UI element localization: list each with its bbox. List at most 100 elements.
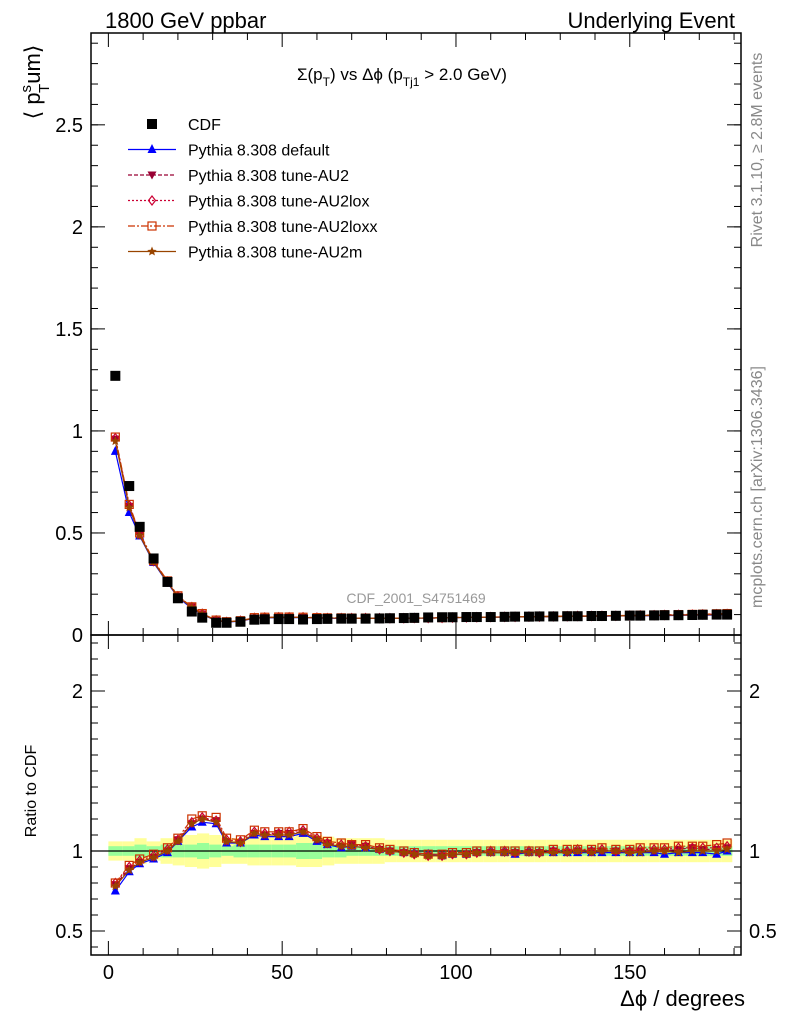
data-point-cdf [711, 609, 722, 620]
ratio-series-marker-4 [322, 839, 333, 849]
data-point-cdf [510, 611, 521, 622]
ratio-series-marker-2 [187, 816, 197, 828]
data-point-cdf [384, 613, 395, 624]
data-point-cdf [687, 610, 698, 621]
ratio-series-marker-4 [211, 817, 221, 827]
ratio-series-marker-4 [336, 841, 347, 851]
main-chart-title: Σ(pT) vs Δϕ (pTj1 > 2.0 GeV) [297, 65, 507, 89]
legend-marker-1 [147, 171, 157, 180]
ratio-series-marker-4 [110, 881, 121, 891]
legend-label-2: Pythia 8.308 tune-AU2lox [188, 194, 369, 211]
data-point-cdf [284, 614, 295, 625]
main-series-marker-4 [110, 436, 121, 446]
data-point-cdf [548, 611, 559, 622]
data-point-cdf [148, 553, 159, 564]
data-point-cdf [374, 613, 385, 624]
ratio-series-marker-4 [472, 847, 482, 857]
data-point-cdf [586, 611, 597, 622]
main-y-tick-label: 0.5 [55, 523, 83, 545]
ratio-series-marker-4 [649, 846, 659, 856]
svg-text:⟨ psTum⟩: ⟨ psTum⟩ [18, 45, 53, 120]
data-point-cdf [311, 614, 322, 625]
ratio-border [90, 634, 742, 956]
data-point-cdf [471, 612, 482, 623]
data-point-cdf [298, 614, 309, 625]
main-y-tick-label: 0 [72, 625, 83, 647]
main-y-tick-label: 2 [72, 217, 83, 239]
ratio-series-marker-2 [197, 811, 207, 823]
data-point-cdf [523, 611, 534, 622]
data-point-cdf [221, 617, 232, 628]
main-y-tick-label: 2.5 [55, 115, 83, 137]
data-point-cdf [659, 610, 670, 621]
ratio-series-marker-4 [235, 838, 246, 848]
data-point-cdf [197, 612, 208, 623]
ratio-series-marker-4 [698, 846, 708, 856]
legend-label-3: Pythia 8.308 tune-AU2loxx [188, 219, 377, 236]
data-point-cdf [398, 613, 409, 624]
data-point-cdf [273, 614, 284, 625]
ratio-series-marker-4 [659, 846, 670, 856]
data-point-cdf [624, 610, 635, 621]
data-point-cdf [124, 481, 135, 492]
legend-label-cdf: CDF [188, 117, 221, 134]
ratio-series-marker-4 [548, 847, 559, 857]
analysis-watermark: CDF_2001_S4751469 [346, 590, 486, 606]
ratio-series-marker-4 [273, 830, 284, 840]
ratio-series-marker-4 [722, 844, 732, 854]
main-series-marker-4 [134, 530, 145, 540]
data-point-cdf [235, 616, 246, 627]
data-point-cdf [610, 610, 621, 621]
rivet-label: Rivet 3.1.10, ≥ 2.8M events [749, 53, 766, 248]
data-point-cdf [211, 617, 222, 628]
main-series-marker-2 [135, 528, 144, 540]
svg-text:mcplots.cern.ch [arXiv:1306.34: mcplots.cern.ch [arXiv:1306.3436] [749, 366, 766, 608]
ratio-y-tick-label-right: 2 [749, 681, 760, 703]
data-point-cdf [360, 613, 371, 624]
ratio-series-marker-4 [284, 830, 294, 840]
ratio-series-marker-4 [447, 849, 458, 859]
data-point-cdf [259, 614, 270, 625]
ratio-series-marker-4 [524, 847, 534, 857]
data-point-cdf [562, 611, 573, 622]
ratio-series-marker-4 [399, 847, 409, 857]
ratio-series-marker-4 [173, 836, 183, 846]
ratio-y-axis-label: Ratio to CDF [23, 745, 40, 838]
data-point-cdf [249, 614, 260, 625]
ratio-series-marker-4 [162, 846, 173, 856]
legend-marker-cdf [147, 119, 157, 129]
ratio-y-tick-label-right: 1 [749, 841, 760, 863]
ratio-series-marker-0 [110, 885, 120, 895]
ratio-series-marker-4 [673, 847, 684, 857]
data-point-cdf [110, 370, 121, 381]
data-point-cdf [437, 612, 448, 623]
legend-label-4: Pythia 8.308 tune-AU2m [188, 245, 362, 262]
ratio-series-marker-2 [211, 815, 221, 827]
data-point-cdf [134, 521, 145, 532]
ratio-series-marker-4 [346, 841, 357, 851]
ratio-series-marker-4 [148, 852, 159, 862]
ratio-series-marker-4 [461, 849, 472, 859]
ratio-series-marker-4 [249, 828, 260, 838]
ratio-series-marker-4 [572, 846, 583, 856]
header-left: 1800 GeV ppbar [105, 8, 266, 33]
legend-marker-4 [147, 246, 157, 256]
x-tick-label: 150 [613, 962, 646, 984]
ratio-series-marker-4 [124, 865, 134, 875]
main-y-tick-label: 1 [72, 421, 83, 443]
data-point-cdf [534, 611, 545, 622]
data-point-cdf [596, 611, 607, 622]
legend-label-1: Pythia 8.308 tune-AU2 [188, 168, 349, 185]
legend-marker-2 [147, 195, 157, 206]
data-point-cdf [649, 610, 660, 621]
data-point-cdf [673, 610, 684, 621]
ratio-series-marker-4 [423, 850, 433, 860]
ratio-series-marker-4 [385, 846, 395, 856]
data-point-cdf [697, 609, 708, 620]
ratio-series-marker-4 [534, 847, 545, 857]
data-point-cdf [635, 610, 646, 621]
ratio-series-marker-4 [374, 844, 385, 854]
ratio-series-marker-4 [597, 846, 607, 856]
ratio-y-tick-label: 1 [72, 841, 83, 863]
